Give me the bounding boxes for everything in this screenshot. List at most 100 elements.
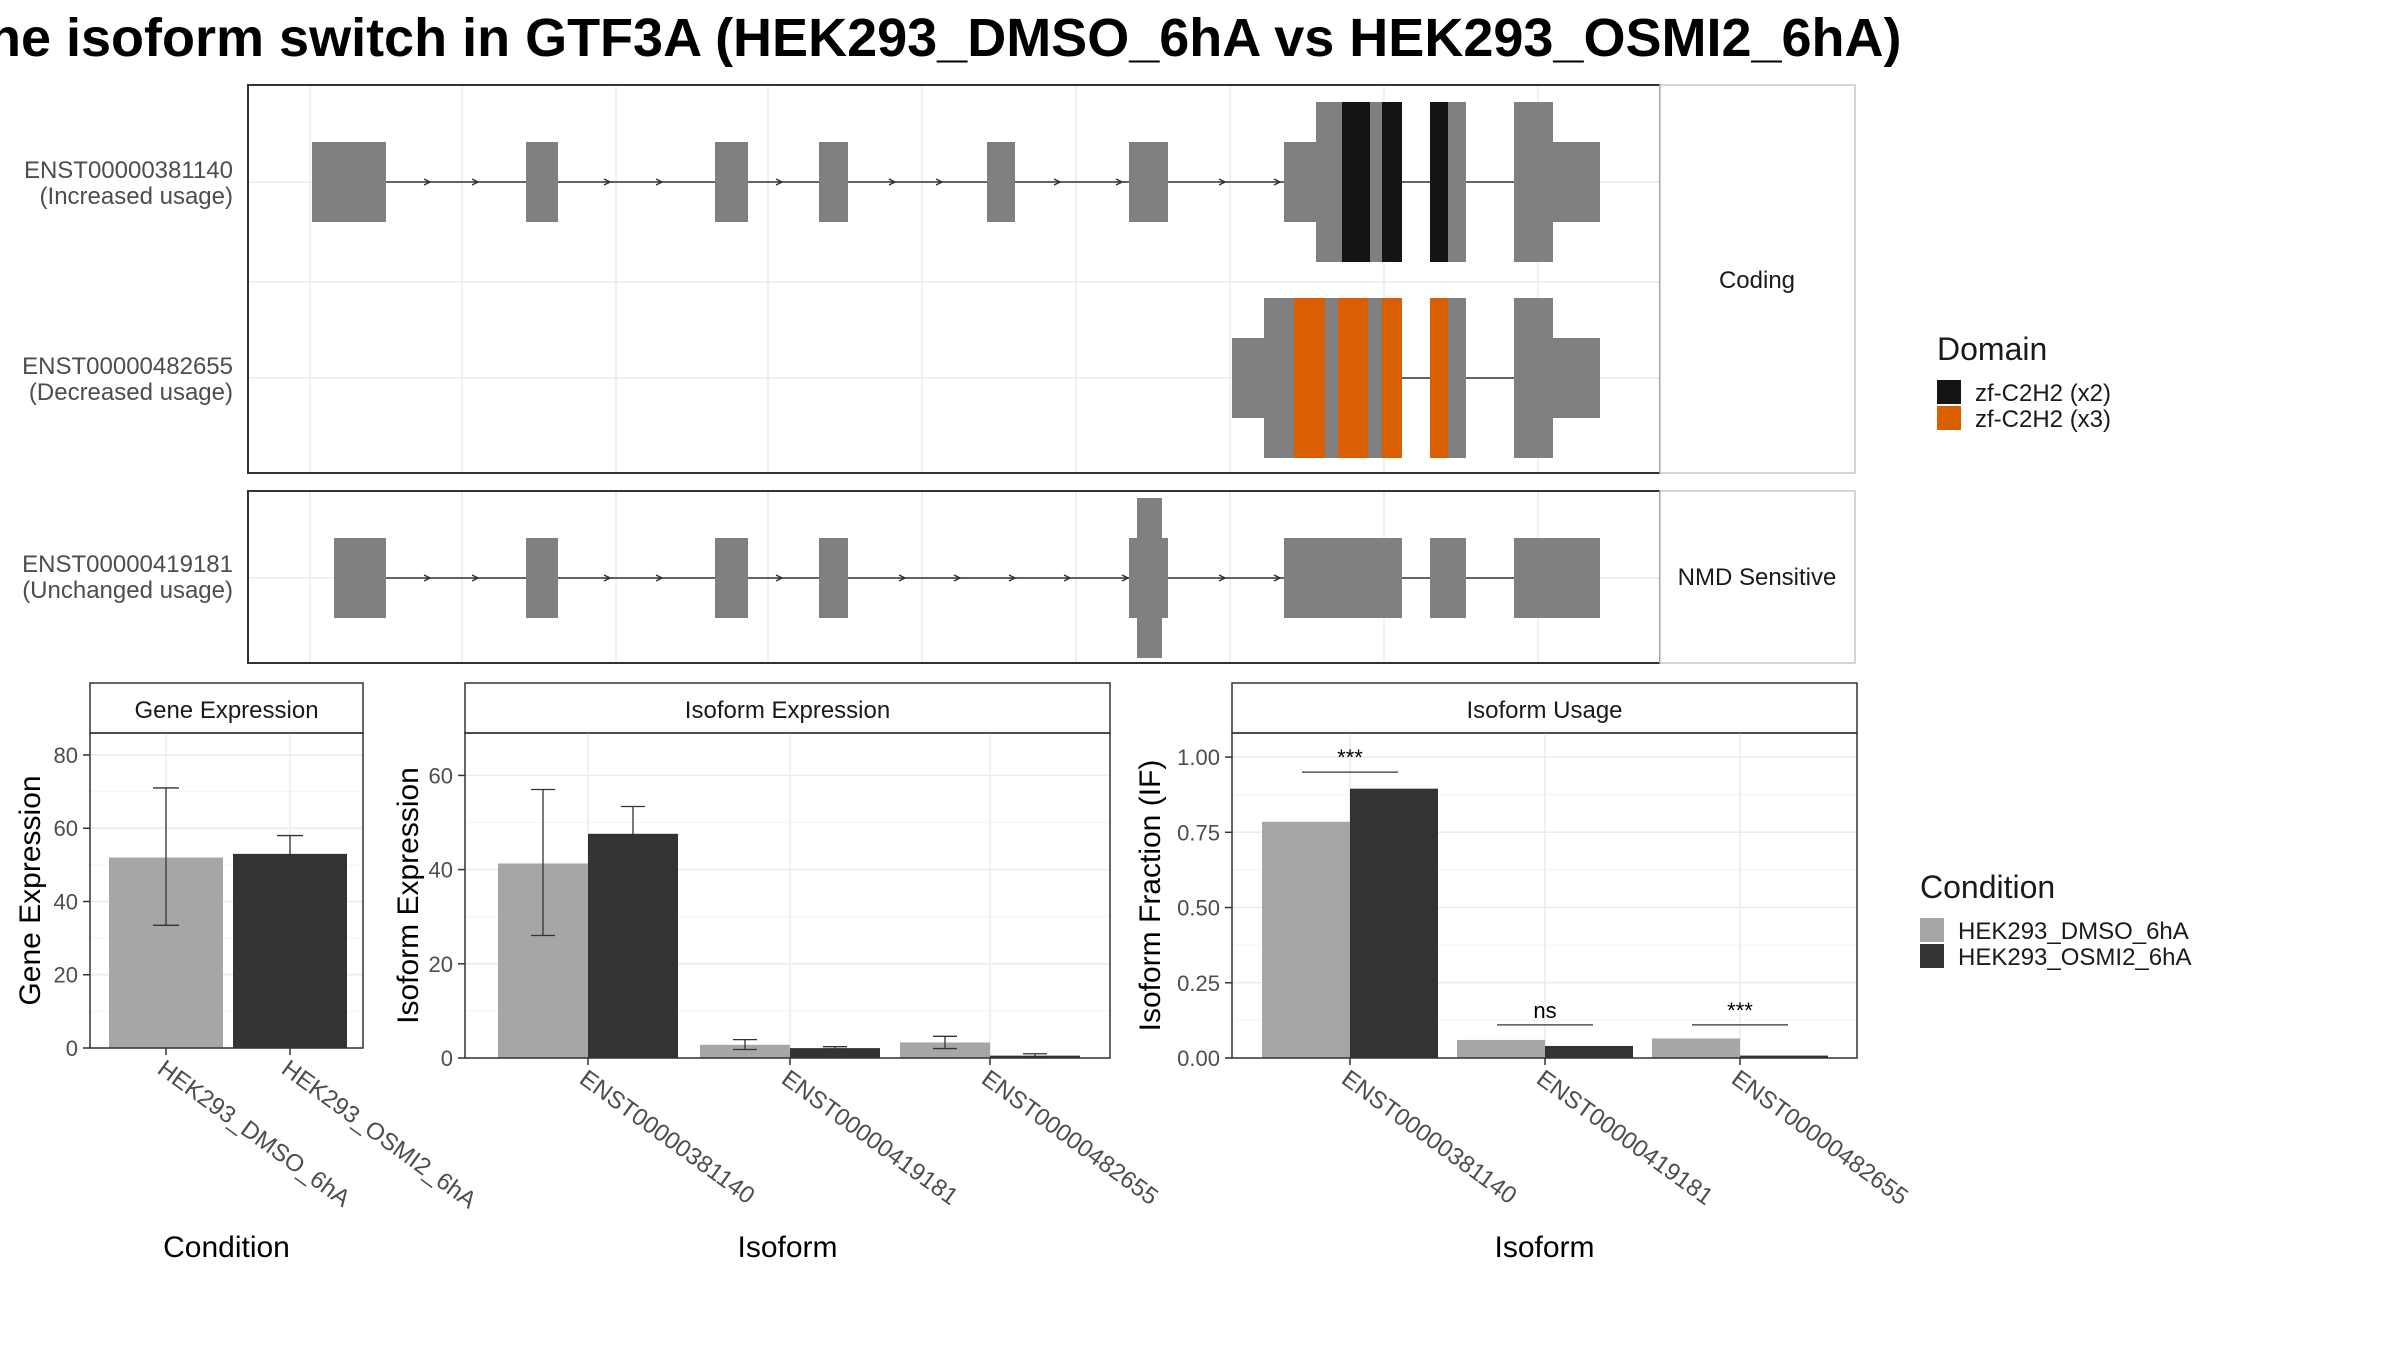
bars (109, 787, 347, 1048)
chart-2: Isoform Usage 0.00 0.25 0.50 0.75 1.00 Isoform… (1134, 682, 1913, 1264)
intron-arrow (935, 178, 944, 186)
intron-arrow (603, 574, 612, 582)
exon (1284, 142, 1316, 222)
exon (1284, 538, 1402, 618)
nmd-strip (1659, 490, 1856, 664)
track-label-381140: ENST00000381140 (24, 157, 233, 184)
significance-label: *** (1727, 998, 1753, 1023)
intron-arrow (1063, 574, 1072, 582)
strip-box (89, 682, 364, 734)
exon (1316, 102, 1342, 262)
strip-box (1231, 682, 1858, 734)
y-tick-label: 0 (66, 1036, 78, 1061)
exon (1553, 338, 1600, 418)
strip-label: Isoform Usage (1466, 697, 1622, 724)
condition-legend-label-dmso: HEK293_DMSO_6hA (1958, 918, 2189, 945)
track-usage-482655: (Decreased usage) (29, 379, 233, 406)
y-axis-title: Isoform Fraction (IF) (1134, 760, 1167, 1032)
exon (1553, 142, 1600, 222)
panel-frame (464, 732, 1111, 1059)
exon (1514, 298, 1553, 458)
exon (1448, 298, 1466, 458)
transcript-track-381140 (312, 102, 1600, 262)
transcript-panels: Coding NMD Sensitive ENST00000381140 (In… (22, 84, 2111, 664)
x-tick-label: ENST00000381140 (574, 1065, 759, 1210)
exon (1430, 538, 1466, 618)
track-usage-419181: (Unchanged usage) (22, 577, 233, 604)
condition-legend-key-osmi (1920, 944, 1944, 968)
exon (1338, 298, 1368, 458)
condition-legend-title: Condition (1920, 869, 2055, 905)
bar-HEK293_DMSO_6hA-ENST00000381140 (1262, 821, 1350, 1058)
y-tick-label: 40 (54, 889, 78, 914)
strip-box (464, 682, 1111, 734)
exon (1368, 298, 1382, 458)
panel-frame (89, 732, 364, 1049)
intron-arrow (1121, 574, 1130, 582)
coding-panel-frame (247, 84, 1661, 474)
exon (526, 538, 558, 618)
exon (1129, 538, 1137, 618)
track-label-419181: ENST00000419181 (22, 551, 233, 578)
y-tick-label: 0.50 (1177, 896, 1220, 921)
exon (1129, 142, 1168, 222)
transcript-track-482655 (1232, 298, 1600, 458)
exon (1382, 102, 1402, 262)
y-tick-label: 20 (54, 963, 78, 988)
exon (334, 538, 386, 618)
intron-arrow (1218, 178, 1227, 186)
exon (1448, 102, 1466, 262)
nmd-panel-frame (247, 490, 1661, 664)
exon (1430, 298, 1448, 458)
exon (1514, 102, 1553, 262)
significance-label: *** (1337, 745, 1363, 770)
track-label-482655: ENST00000482655 (22, 353, 233, 380)
bar-HEK293_DMSO_6hA-ENST00000482655 (900, 1042, 990, 1058)
condition-legend-key-dmso (1920, 918, 1944, 942)
bar-HEK293_OSMI2_6hA-ENST00000482655 (1740, 1055, 1828, 1058)
exon (526, 142, 558, 222)
x-tick-label: ENST00000482655 (1726, 1065, 1912, 1211)
exon (1342, 102, 1370, 262)
intron-arrow (423, 178, 432, 186)
exon (715, 142, 748, 222)
intron-arrow (603, 178, 612, 186)
exon (987, 142, 1015, 222)
y-tick-label: 40 (429, 858, 453, 883)
strip-label: Gene Expression (134, 697, 318, 724)
bars (1262, 788, 1828, 1058)
bar-HEK293_DMSO_6hA-ENST00000419181 (700, 1044, 790, 1058)
bars (498, 788, 1080, 1058)
domain-legend-key-1 (1937, 380, 1961, 404)
exon (1264, 298, 1294, 458)
intron-arrow (1053, 178, 1062, 186)
y-tick-label: 20 (429, 952, 453, 977)
intron-arrow (888, 178, 897, 186)
exon (1370, 102, 1382, 262)
y-tick-label: 1.00 (1177, 745, 1220, 770)
y-axis-title: Isoform Expression (392, 767, 425, 1024)
coding-strip-label: Coding (1719, 267, 1795, 294)
exon (819, 538, 848, 618)
exon (1430, 102, 1448, 262)
x-tick-label: ENST00000482655 (976, 1065, 1162, 1211)
condition-legend: Condition HEK293_DMSO_6hA HEK293_OSMI2_6… (1920, 869, 2191, 971)
exon (1325, 298, 1338, 458)
exon (1137, 498, 1162, 658)
y-tick-label: 80 (54, 743, 78, 768)
bar-HEK293_OSMI2_6hA (233, 853, 347, 1048)
domain-legend-label-1: zf-C2H2 (x2) (1975, 380, 2111, 407)
x-axis-title: Isoform (737, 1231, 837, 1264)
exon (312, 142, 386, 222)
y-tick-label: 0.75 (1177, 820, 1220, 845)
y-tick-label: 0.00 (1177, 1046, 1220, 1071)
intron-arrow (423, 574, 432, 582)
y-tick-label: 0 (441, 1046, 453, 1071)
intron-arrow (655, 178, 664, 186)
intron-arrow (775, 178, 784, 186)
intron-arrow (471, 178, 480, 186)
exon (1382, 298, 1402, 458)
exon (715, 538, 748, 618)
intron-arrow (898, 574, 907, 582)
